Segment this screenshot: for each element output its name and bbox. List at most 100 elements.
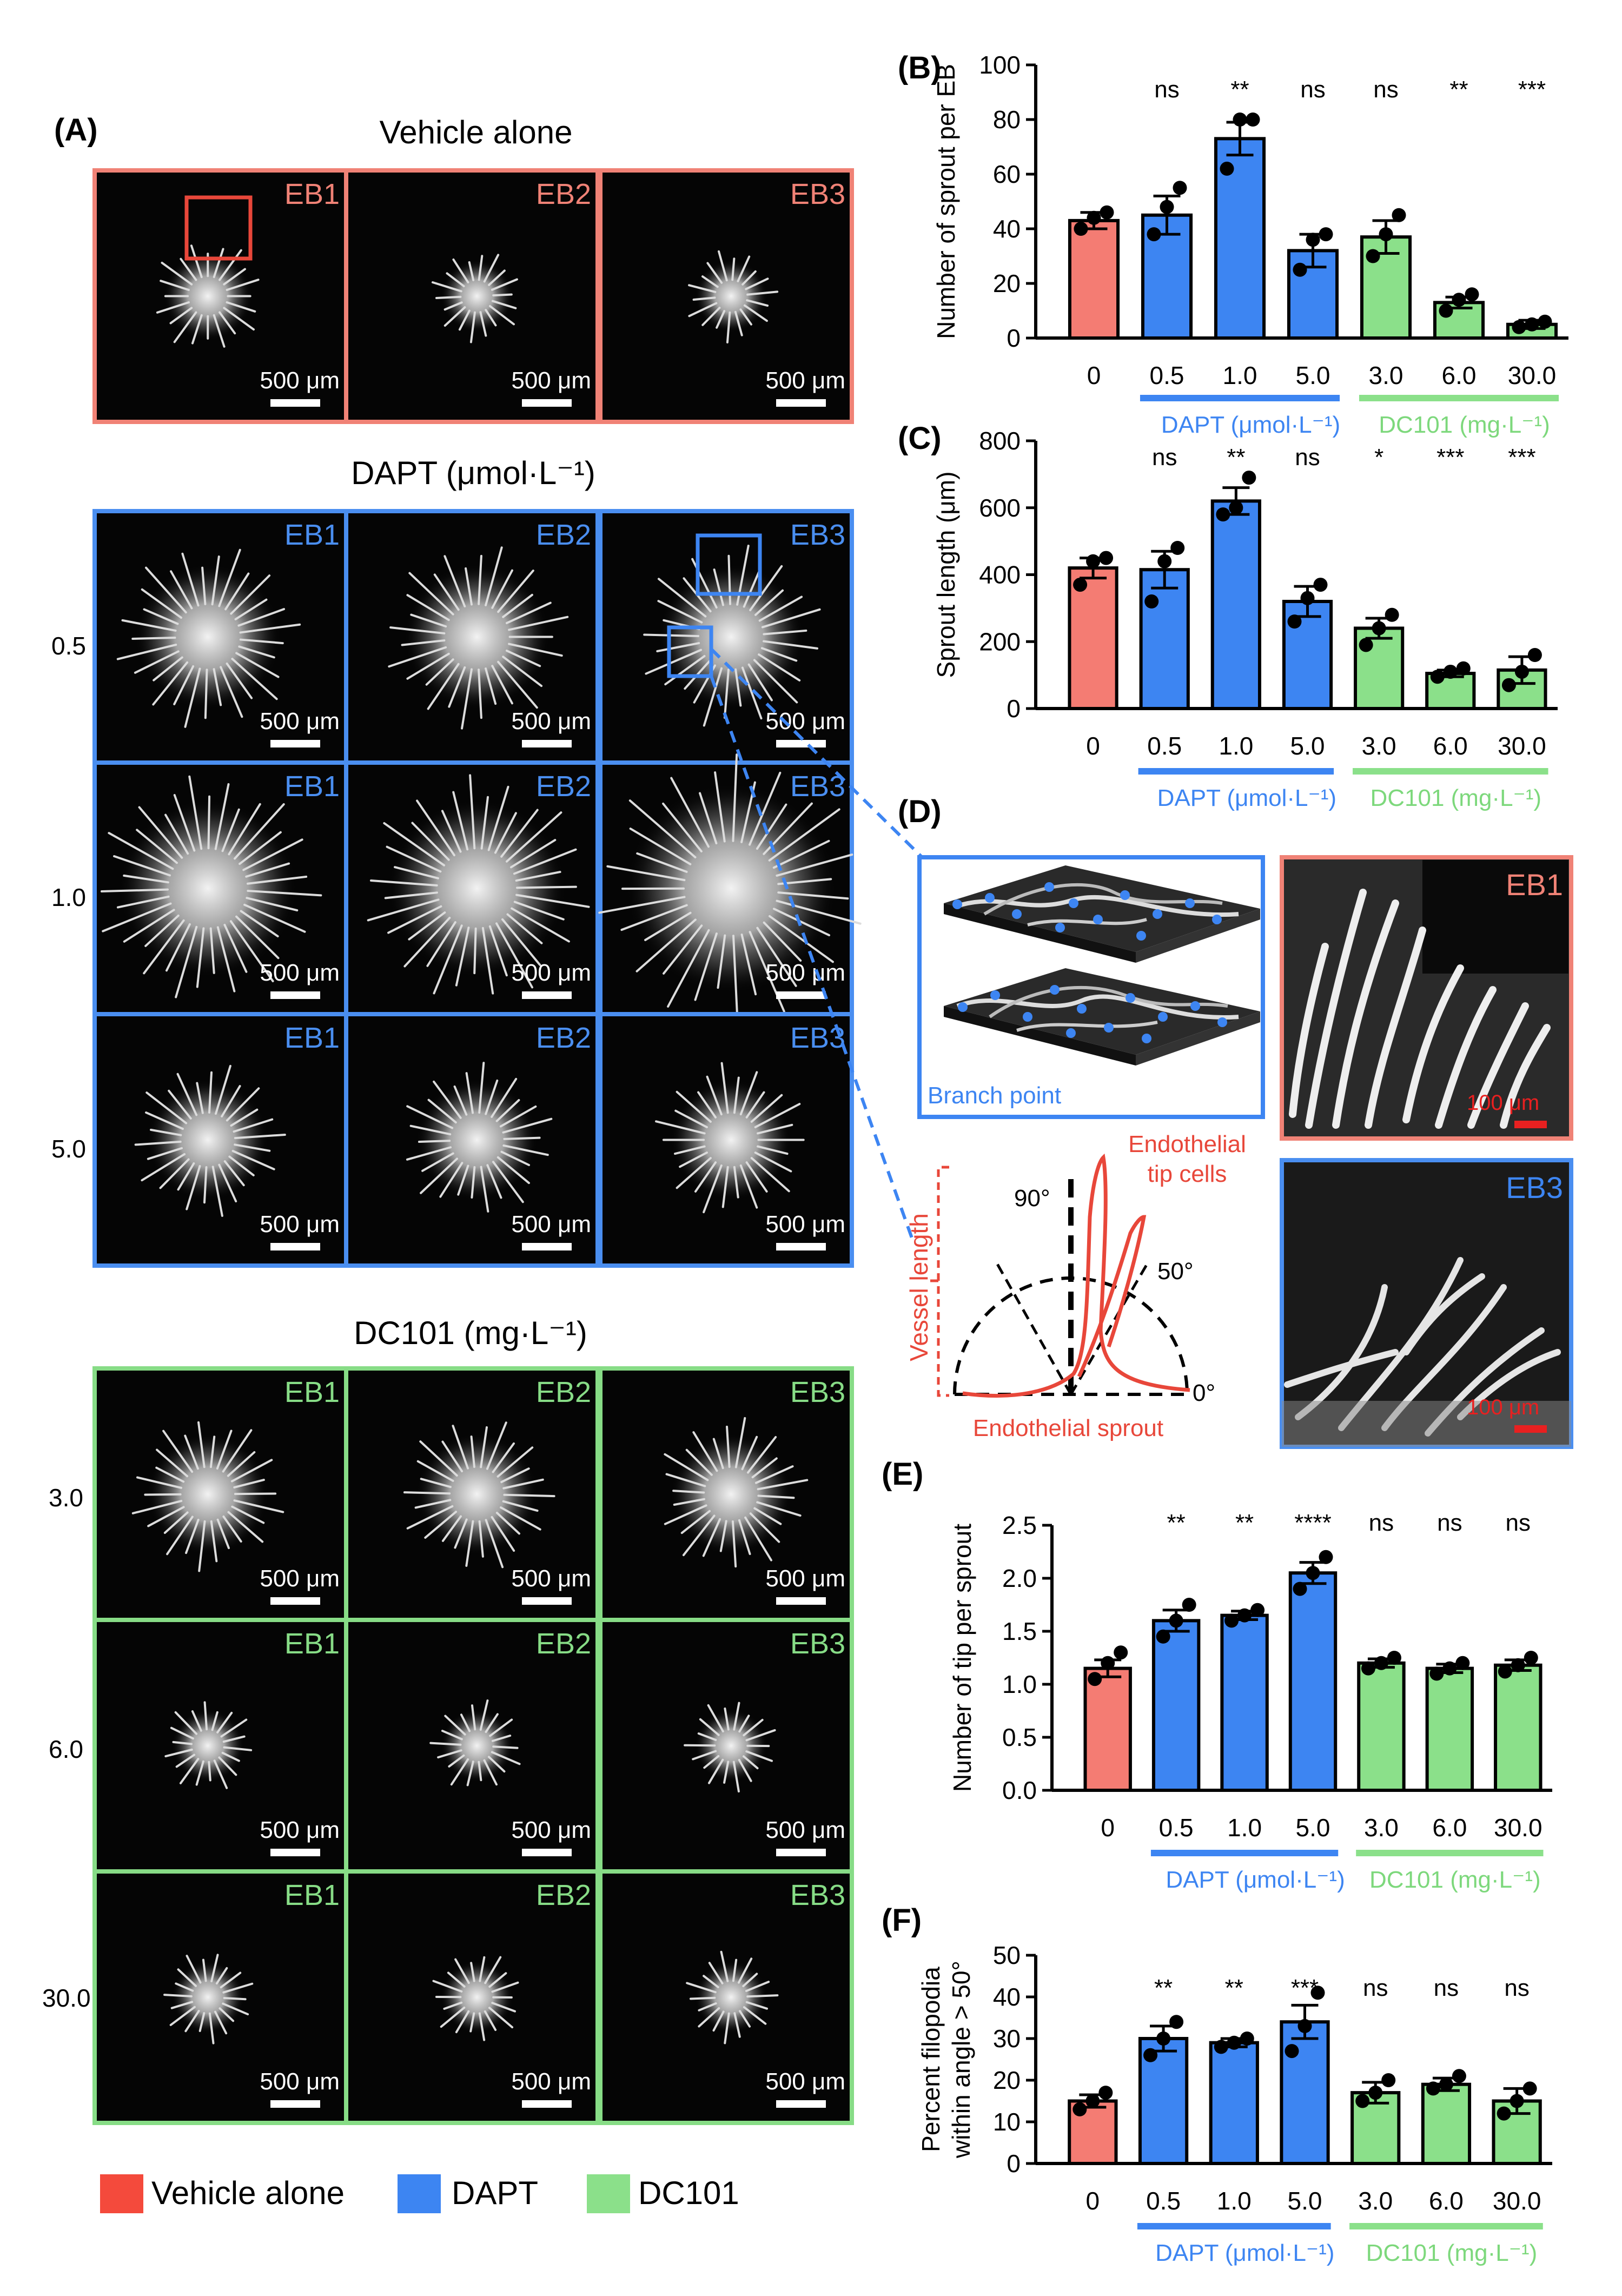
eb-body bbox=[440, 260, 514, 333]
data-point bbox=[1143, 2048, 1158, 2062]
eb-label: EB1 bbox=[284, 1022, 340, 1054]
bar bbox=[1209, 2041, 1259, 2165]
y-axis-label: Number of tip per sprout bbox=[948, 1524, 976, 1792]
data-point bbox=[1297, 2019, 1312, 2033]
angle-50-label: 50° bbox=[1157, 1258, 1194, 1285]
scale-bar-label: 500 μm bbox=[765, 1565, 845, 1592]
y-tick-label: 30 bbox=[993, 2024, 1021, 2053]
data-point bbox=[1300, 591, 1315, 605]
x-tick-label: 6.0 bbox=[1429, 2187, 1464, 2215]
scale-bar-label: 500 μm bbox=[511, 1211, 591, 1238]
eb-image-tile: EB3 500 μm bbox=[598, 1366, 854, 1622]
data-point bbox=[1361, 1661, 1375, 1676]
chart-f: (F) 0 10 20 30 40 50 Percent filopodia within an… bbox=[882, 1903, 1552, 2266]
data-point bbox=[1160, 200, 1174, 214]
scale-bar bbox=[522, 2100, 572, 2108]
panel-label: (C) bbox=[898, 421, 942, 456]
x-tick-label: 0.5 bbox=[1146, 2187, 1181, 2215]
eb-label: EB1 bbox=[284, 770, 340, 803]
x-tick-label: 30.0 bbox=[1493, 2187, 1541, 2215]
data-point bbox=[1498, 1664, 1512, 1679]
group-label-dapt: DAPT (μmol·L⁻¹) bbox=[1157, 785, 1336, 811]
eb-body bbox=[440, 1709, 514, 1782]
dapt-dose-1-0: 1.0 bbox=[51, 883, 86, 911]
y-tick-label: 800 bbox=[979, 427, 1021, 455]
significance-label: ns bbox=[1506, 1510, 1531, 1536]
eb-image-tile: EB3 500 μm bbox=[598, 509, 854, 765]
zoom-eb1-scale-text: 100 μm bbox=[1467, 1091, 1539, 1115]
eb-body bbox=[670, 1079, 792, 1201]
inset-box-dapt-top bbox=[696, 533, 762, 596]
zoom-eb3-scale-text: 100 μm bbox=[1467, 1395, 1539, 1419]
bar bbox=[1220, 1613, 1269, 1792]
scale-bar bbox=[522, 399, 572, 407]
scale-bar bbox=[270, 1849, 320, 1856]
vehicle-title: Vehicle alone bbox=[380, 114, 573, 150]
eb-body bbox=[416, 1079, 538, 1201]
data-point bbox=[1319, 227, 1333, 242]
bar bbox=[1494, 1663, 1542, 1792]
data-point bbox=[1430, 670, 1445, 684]
data-point bbox=[1368, 2086, 1383, 2100]
data-point bbox=[1522, 2081, 1537, 2096]
dapt-dose-5-0: 5.0 bbox=[51, 1135, 86, 1163]
scale-bar bbox=[270, 1597, 320, 1605]
group-label-dc101: DC101 (mg·L⁻¹) bbox=[1369, 1867, 1541, 1893]
y-tick-label: 50 bbox=[993, 1941, 1021, 1969]
eb-body bbox=[163, 252, 253, 341]
data-point bbox=[1525, 317, 1539, 332]
data-point bbox=[1538, 314, 1552, 329]
eb-label: EB3 bbox=[790, 519, 845, 551]
data-point bbox=[1379, 227, 1393, 242]
y-tick-label: 0 bbox=[1007, 324, 1021, 352]
scale-bar-label: 500 μm bbox=[765, 960, 845, 986]
data-point bbox=[1366, 249, 1380, 263]
data-point bbox=[1237, 1608, 1252, 1623]
significance-label: ns bbox=[1295, 444, 1320, 471]
data-point bbox=[1156, 2032, 1171, 2046]
scale-bar bbox=[270, 740, 320, 747]
eb-image-tile: EB2 500 μm bbox=[344, 168, 600, 424]
y-tick-label: 80 bbox=[993, 105, 1021, 134]
eb-image-tile: EB1 500 μm bbox=[92, 168, 348, 424]
scale-bar bbox=[776, 740, 826, 747]
eb-label: EB2 bbox=[536, 1879, 591, 1911]
bar bbox=[1151, 1619, 1201, 1792]
x-tick-label: 3.0 bbox=[1364, 1814, 1399, 1842]
bar bbox=[1068, 566, 1118, 710]
x-tick-label: 30.0 bbox=[1508, 361, 1557, 389]
legend-label-dc101: DC101 bbox=[638, 2175, 739, 2211]
data-point bbox=[1287, 614, 1302, 629]
legend-swatch-dapt bbox=[398, 2174, 441, 2213]
data-point bbox=[1524, 1651, 1538, 1665]
scale-bar-label: 500 μm bbox=[765, 1211, 845, 1238]
group-bar-dc101 bbox=[1359, 395, 1559, 401]
data-point bbox=[1087, 210, 1101, 225]
zoom-image-eb1 bbox=[1280, 855, 1573, 1141]
data-point bbox=[1293, 262, 1307, 277]
scale-bar-label: 500 μm bbox=[511, 960, 591, 986]
scale-bar-label: 500 μm bbox=[260, 960, 340, 986]
data-point bbox=[1242, 471, 1256, 485]
y-tick-label: 600 bbox=[979, 494, 1021, 522]
scale-bar bbox=[270, 399, 320, 407]
group-label-dapt: DAPT (μmol·L⁻¹) bbox=[1161, 412, 1340, 438]
y-tick-label: 100 bbox=[979, 51, 1021, 79]
scale-bar-label: 500 μm bbox=[511, 1565, 591, 1592]
bar bbox=[1210, 499, 1261, 710]
eb-image-tile: EB2 500 μm bbox=[344, 1012, 600, 1268]
scale-bar-label: 500 μm bbox=[511, 2068, 591, 2095]
data-point bbox=[1442, 1661, 1457, 1676]
x-tick-label: 0.5 bbox=[1147, 732, 1182, 760]
eb-image-tile: EB1 500 μm bbox=[92, 1869, 348, 2125]
group-bar-dapt bbox=[1137, 2223, 1331, 2229]
significance-label: ** bbox=[1225, 1975, 1243, 2001]
eb-image-tile: EB1 500 μm bbox=[92, 760, 348, 1016]
eb-image-tile: EB2 500 μm bbox=[344, 1869, 600, 2125]
bar bbox=[1068, 219, 1120, 340]
scale-bar-label: 500 μm bbox=[765, 1817, 845, 1843]
data-point bbox=[1374, 1656, 1388, 1670]
eb-label: EB3 bbox=[790, 1627, 845, 1660]
scale-bar-label: 500 μm bbox=[511, 708, 591, 735]
scale-bar bbox=[776, 991, 826, 999]
